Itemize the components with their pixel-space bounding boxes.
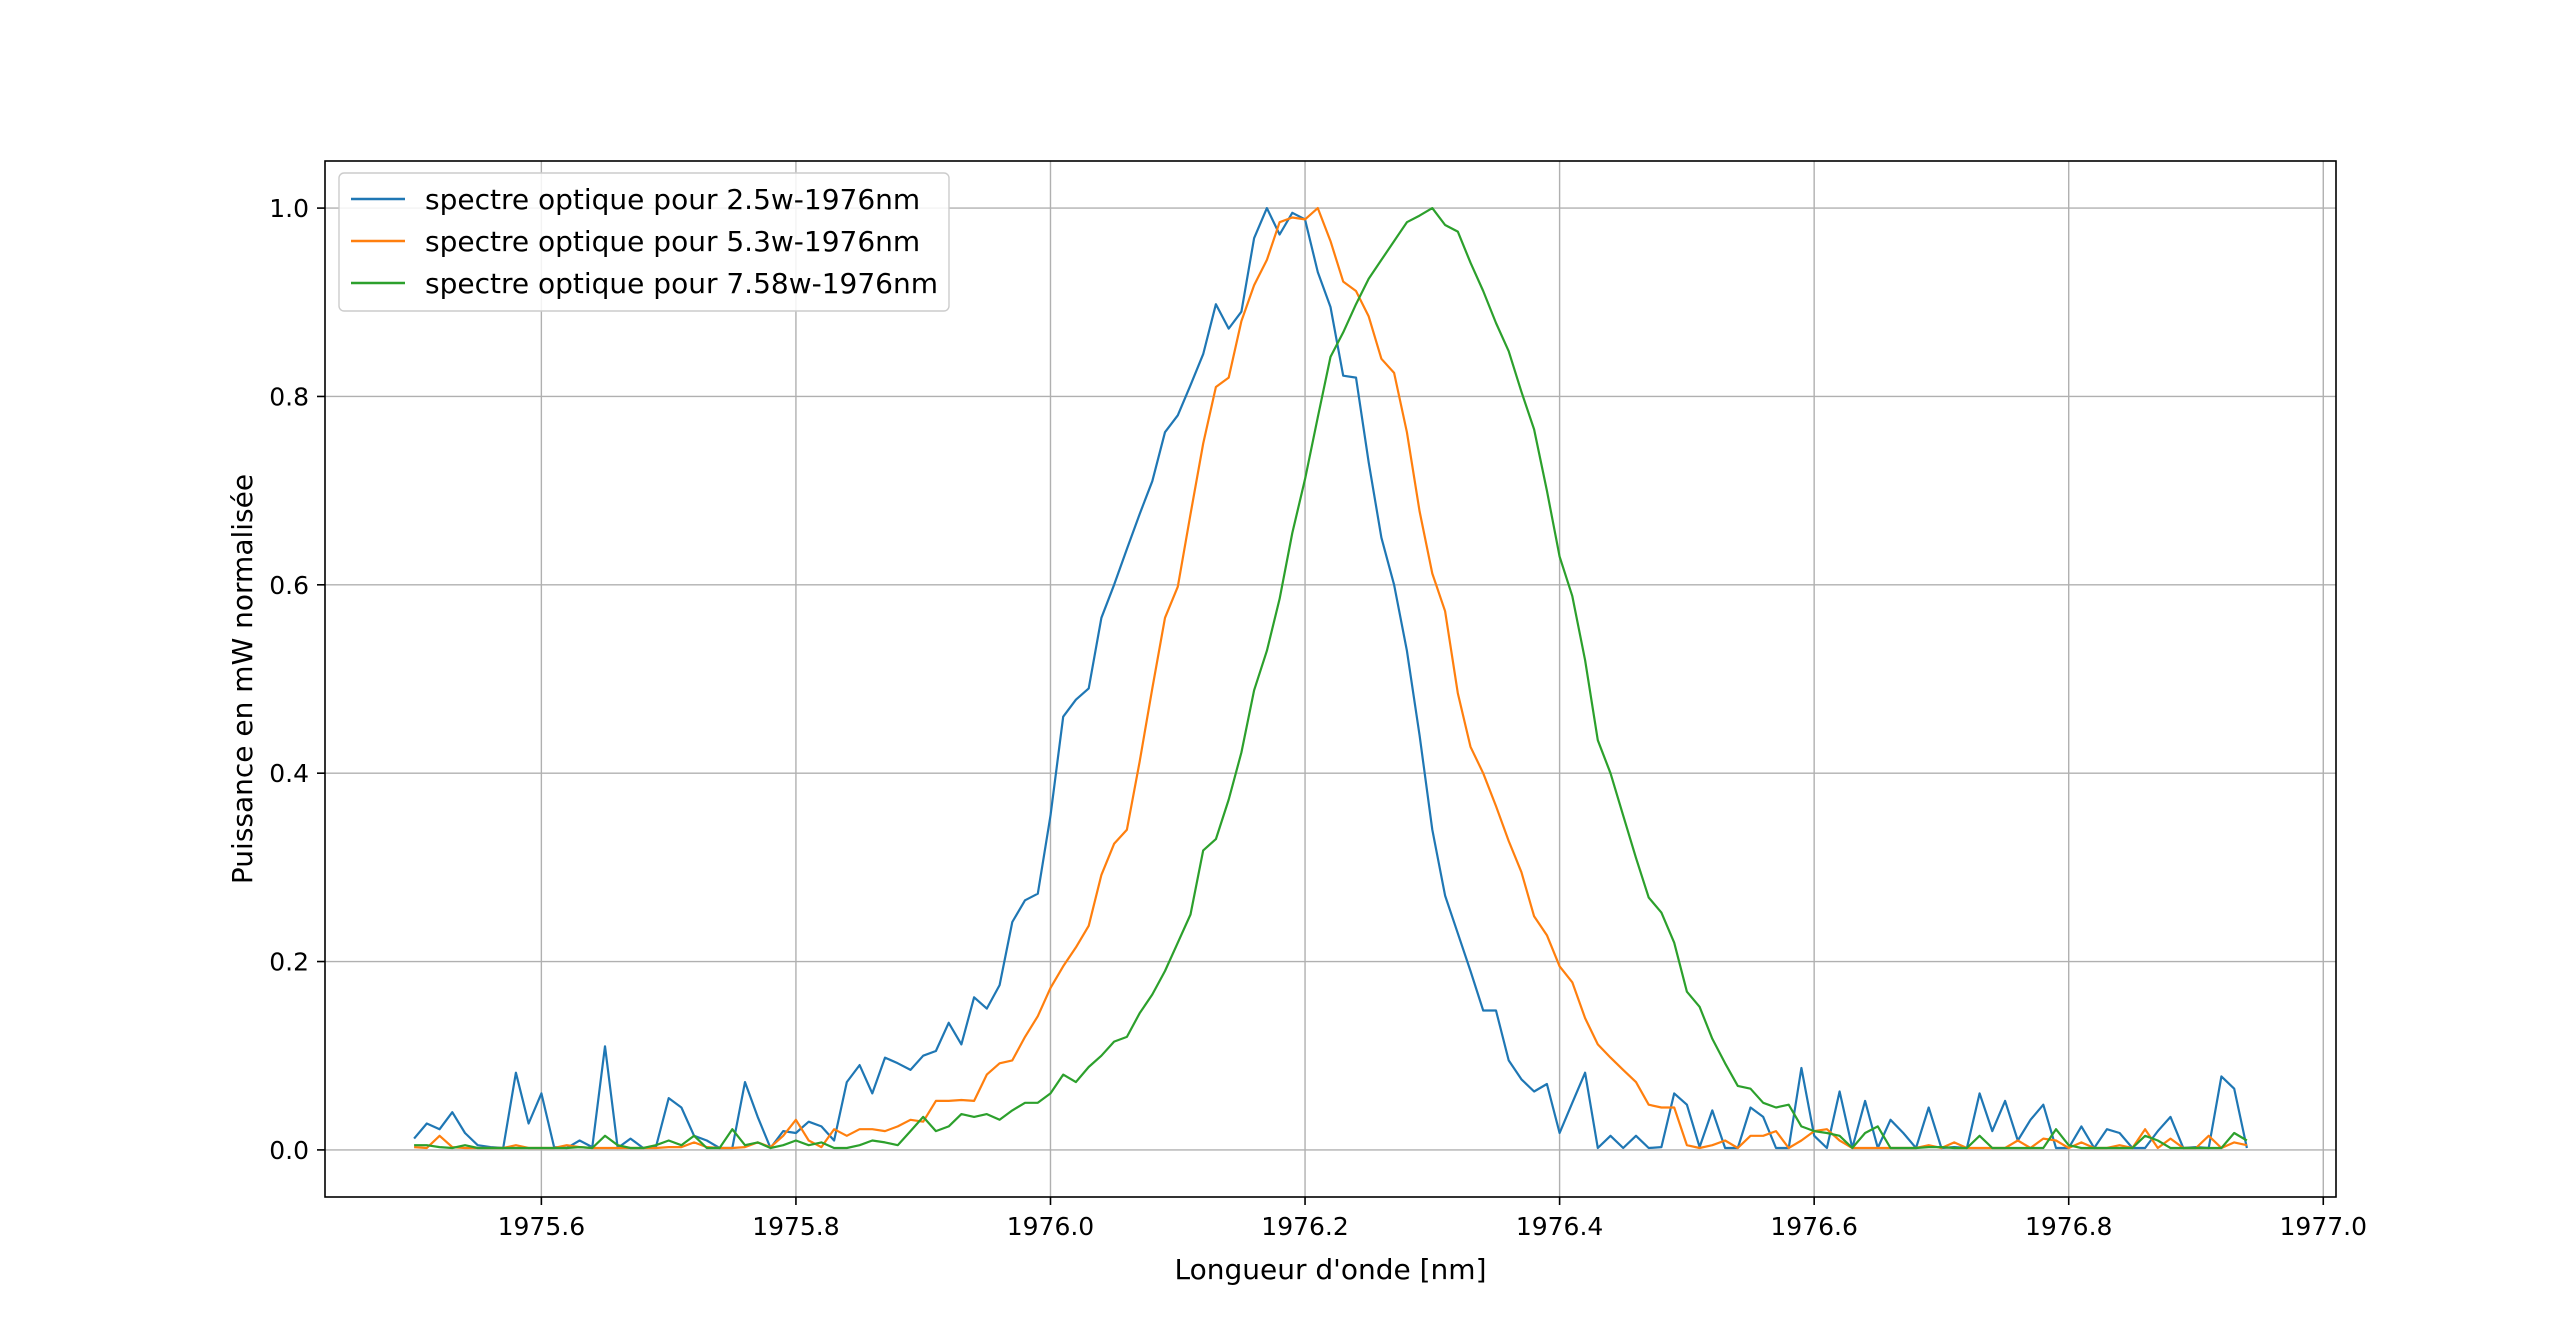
x-axis-label: Longueur d'onde [nm] (1174, 1253, 1486, 1286)
x-tick-label: 1976.0 (1007, 1212, 1094, 1241)
legend-label-3: spectre optique pour 7.58w-1976nm (425, 267, 938, 300)
y-tick-label: 0.4 (269, 759, 309, 788)
x-tick-label: 1976.4 (1516, 1212, 1603, 1241)
y-tick-label: 0.0 (269, 1136, 309, 1165)
axis-ticks: 1975.6 1975.8 1976.0 1976.2 1976.4 1976.6 1976… (269, 194, 2367, 1241)
series-lines (413, 207, 2248, 1150)
legend-box (338, 172, 950, 312)
y-tick-label: 1.0 (269, 194, 309, 223)
x-tick-label: 1976.8 (2025, 1212, 2112, 1241)
x-tick-label: 1975.8 (752, 1212, 839, 1241)
series-line-2 (414, 207, 2248, 1150)
y-tick-label: 0.6 (269, 571, 309, 600)
x-tick-label: 1976.6 (1770, 1212, 1857, 1241)
x-tick-label: 1977.0 (2280, 1212, 2367, 1241)
x-tick-label: 1976.2 (1261, 1212, 1348, 1241)
legend: spectre optique pour 2.5w-1976nm spectre … (338, 172, 950, 312)
series-line-3 (414, 207, 2248, 1150)
series-line-1 (413, 207, 2248, 1150)
legend-entries: spectre optique pour 2.5w-1976nm spectre … (351, 183, 938, 300)
plot-frame (324, 160, 2337, 1198)
legend-label-1: spectre optique pour 2.5w-1976nm (425, 183, 920, 216)
y-axis-label: Puissance en mW normalisée (226, 474, 259, 884)
legend-label-2: spectre optique pour 5.3w-1976nm (425, 225, 920, 258)
y-tick-label: 0.8 (269, 382, 309, 411)
x-tick-label: 1975.6 (498, 1212, 585, 1241)
y-tick-label: 0.2 (269, 948, 309, 977)
grid (325, 161, 2336, 1197)
